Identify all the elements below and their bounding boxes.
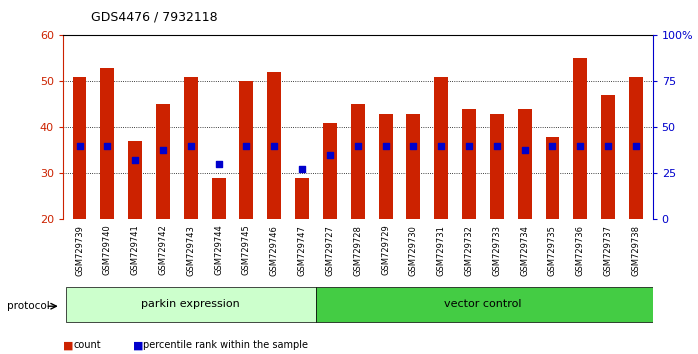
Point <box>269 143 280 149</box>
Bar <box>462 109 476 219</box>
Bar <box>128 141 142 219</box>
Text: GSM729736: GSM729736 <box>576 225 585 276</box>
Point <box>157 148 168 153</box>
Text: GSM729737: GSM729737 <box>604 225 613 276</box>
Point <box>185 143 196 149</box>
Text: percentile rank within the sample: percentile rank within the sample <box>143 341 308 350</box>
Bar <box>316 287 653 322</box>
Bar <box>601 95 615 219</box>
Text: GSM729744: GSM729744 <box>214 225 223 275</box>
Bar <box>323 123 337 219</box>
Point <box>74 143 85 149</box>
Text: GSM729745: GSM729745 <box>242 225 251 275</box>
Point <box>408 143 419 149</box>
Text: GSM729731: GSM729731 <box>437 225 446 276</box>
Text: ■: ■ <box>63 341 73 350</box>
Point <box>574 143 586 149</box>
Point <box>491 143 503 149</box>
Point <box>213 161 224 167</box>
Text: GSM729735: GSM729735 <box>548 225 557 276</box>
Text: GSM729740: GSM729740 <box>103 225 112 275</box>
Point <box>436 143 447 149</box>
Bar <box>101 68 114 219</box>
Bar <box>239 81 253 219</box>
Bar <box>73 77 87 219</box>
Bar <box>434 77 448 219</box>
Point <box>602 143 614 149</box>
Point <box>130 157 141 162</box>
Bar <box>295 178 309 219</box>
Bar <box>211 178 225 219</box>
Bar <box>66 287 316 322</box>
Text: GSM729730: GSM729730 <box>409 225 418 276</box>
Text: GSM729741: GSM729741 <box>131 225 140 275</box>
Text: GSM729747: GSM729747 <box>297 225 306 276</box>
Bar <box>351 104 364 219</box>
Point <box>102 143 113 149</box>
Text: GSM729743: GSM729743 <box>186 225 195 276</box>
Point <box>325 152 336 158</box>
Text: GSM729732: GSM729732 <box>464 225 473 276</box>
Text: GSM729742: GSM729742 <box>158 225 168 275</box>
Text: ■: ■ <box>133 341 143 350</box>
Point <box>547 143 558 149</box>
Point <box>380 143 391 149</box>
Text: parkin expression: parkin expression <box>142 299 240 309</box>
Bar <box>267 72 281 219</box>
Bar <box>156 104 170 219</box>
Point <box>297 166 308 172</box>
Text: GSM729733: GSM729733 <box>492 225 501 276</box>
Text: GSM729728: GSM729728 <box>353 225 362 276</box>
Point <box>519 148 530 153</box>
Bar <box>406 114 420 219</box>
Bar <box>546 137 559 219</box>
Point <box>241 143 252 149</box>
Text: count: count <box>73 341 101 350</box>
Text: GSM729734: GSM729734 <box>520 225 529 276</box>
Bar <box>378 114 392 219</box>
Text: protocol: protocol <box>7 301 50 311</box>
Text: GSM729729: GSM729729 <box>381 225 390 275</box>
Bar <box>573 58 587 219</box>
Text: GSM729738: GSM729738 <box>632 225 641 276</box>
Text: GSM729727: GSM729727 <box>325 225 334 276</box>
Text: GDS4476 / 7932118: GDS4476 / 7932118 <box>91 11 217 24</box>
Bar <box>184 77 198 219</box>
Point <box>352 143 363 149</box>
Text: GSM729746: GSM729746 <box>269 225 279 276</box>
Bar <box>629 77 643 219</box>
Text: vector control: vector control <box>444 299 521 309</box>
Bar <box>518 109 532 219</box>
Bar <box>490 114 504 219</box>
Point <box>463 143 475 149</box>
Point <box>630 143 641 149</box>
Text: GSM729739: GSM729739 <box>75 225 84 276</box>
